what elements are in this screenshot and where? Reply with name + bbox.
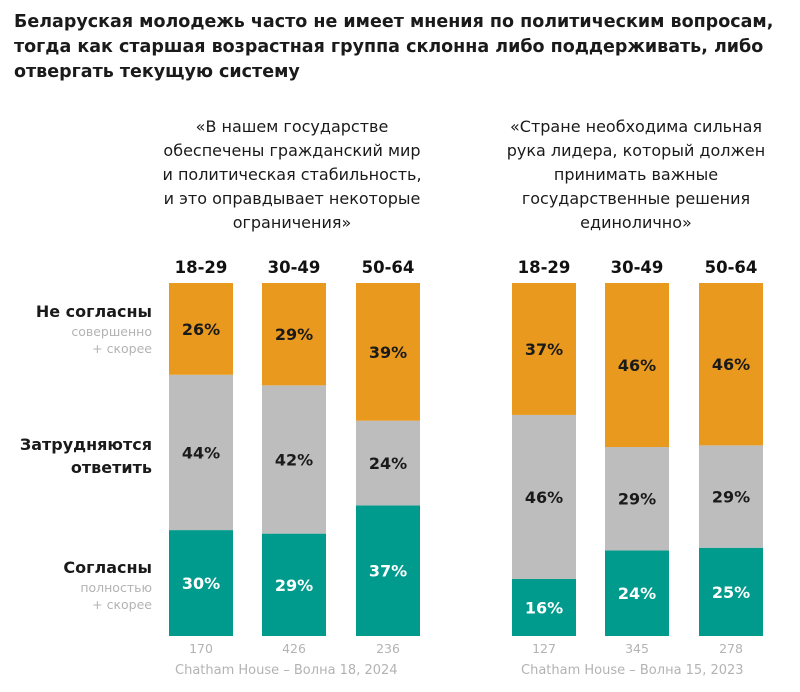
left-panel-title: «В нашем государстве обеспечены гражданс… — [112, 115, 472, 235]
age-group-label: 50-64 — [362, 258, 415, 277]
data-label-agree: 24% — [618, 584, 656, 603]
data-label-agree: 29% — [275, 576, 313, 595]
left-panel-title-line: и это оправдывает некоторые — [163, 189, 421, 208]
right-panel-title-line: рука лидера, который должен — [506, 141, 766, 160]
bar-segment-disagree — [262, 283, 326, 386]
bar-segment-agree — [699, 547, 763, 636]
age-group-label: 18-29 — [175, 258, 228, 277]
row-label-disagree-sub: + скорее — [92, 341, 152, 356]
bar-segment-disagree — [512, 283, 576, 415]
sample-size-label: 278 — [719, 641, 743, 656]
bar-segment-hard — [356, 420, 420, 506]
data-label-hard: 42% — [275, 451, 313, 470]
data-label-disagree: 26% — [182, 320, 220, 339]
data-label-disagree: 37% — [525, 340, 563, 359]
data-label-hard: 44% — [182, 443, 220, 462]
right-panel-title-line: «Стране необходима сильная — [509, 117, 762, 136]
right-panel-title: «Стране необходима сильная рука лидера, … — [456, 115, 800, 235]
data-label-hard: 29% — [618, 490, 656, 509]
bar-segment-agree — [356, 505, 420, 636]
chart-title-line: тогда как старшая возрастная группа скло… — [14, 37, 764, 57]
age-group-label: 18-29 — [518, 258, 571, 277]
right-source-credit: Chatham House – Волна 15, 2023 — [521, 663, 744, 678]
bar-segment-disagree — [699, 283, 763, 446]
data-label-disagree: 39% — [369, 343, 407, 362]
chart-title-line: Беларуская молодежь часто не имеет мнени… — [14, 12, 774, 32]
left-panel-title-line: и политическая стабильность, — [162, 165, 422, 184]
sample-size-label: 426 — [282, 641, 306, 656]
row-label-disagree: Не согласны совершенно + скорее — [36, 300, 152, 357]
data-label-hard: 29% — [712, 488, 750, 507]
bar-segment-disagree — [169, 283, 233, 375]
right-panel-title-line: единолично» — [580, 213, 692, 232]
sample-size-label: 170 — [189, 641, 213, 656]
data-label-agree: 30% — [182, 574, 220, 593]
row-label-hard-main: ответить — [70, 458, 152, 477]
bar-segment-hard — [699, 445, 763, 548]
data-label-agree: 37% — [369, 562, 407, 581]
sample-size-label: 236 — [376, 641, 400, 656]
age-group-label: 30-49 — [611, 258, 664, 277]
chart-title: Беларуская молодежь часто не имеет мнени… — [14, 10, 794, 85]
data-label-disagree: 46% — [712, 355, 750, 374]
row-label-agree-main: Согласны — [63, 558, 152, 577]
data-label-disagree: 46% — [618, 356, 656, 375]
data-label-hard: 24% — [369, 454, 407, 473]
data-label-disagree: 29% — [275, 325, 313, 344]
data-label-agree: 16% — [525, 598, 563, 617]
bar-segment-agree — [512, 578, 576, 636]
data-label-hard: 46% — [525, 488, 563, 507]
row-label-agree-sub: + скорее — [92, 597, 152, 612]
bar-segment-disagree — [356, 283, 420, 421]
left-panel-title-line: обеспечены гражданский мир — [163, 141, 421, 160]
sample-size-label: 127 — [532, 641, 556, 656]
bar-segment-hard — [512, 414, 576, 579]
row-label-disagree-sub: совершенно — [71, 324, 152, 339]
bar-segment-hard — [262, 385, 326, 534]
row-label-hard-main: Затрудняются — [19, 435, 152, 454]
bar-segment-agree — [169, 530, 233, 636]
data-label-agree: 25% — [712, 583, 750, 602]
row-label-disagree-main: Не согласны — [35, 302, 152, 321]
sample-size-label: 345 — [625, 641, 649, 656]
age-group-label: 50-64 — [705, 258, 758, 277]
right-panel-title-line: государственные решения — [521, 189, 751, 208]
age-group-label: 30-49 — [268, 258, 321, 277]
bar-segment-hard — [605, 447, 669, 551]
row-label-agree-sub: полностью — [80, 580, 152, 595]
bar-segment-disagree — [605, 283, 669, 448]
chart-title-line: отвергать текущую систему — [14, 62, 300, 82]
left-panel-title-line: ограничения» — [232, 213, 352, 232]
bar-segment-agree — [605, 550, 669, 636]
left-panel-title-line: «В нашем государстве — [195, 117, 389, 136]
bar-segment-agree — [262, 533, 326, 636]
row-label-hard: Затрудняются ответить — [20, 433, 152, 479]
row-label-agree: Согласны полностью + скорее — [63, 556, 152, 613]
left-source-credit: Chatham House – Волна 18, 2024 — [175, 663, 398, 678]
bar-segment-hard — [169, 374, 233, 531]
right-panel-title-line: принимать важные — [553, 165, 719, 184]
